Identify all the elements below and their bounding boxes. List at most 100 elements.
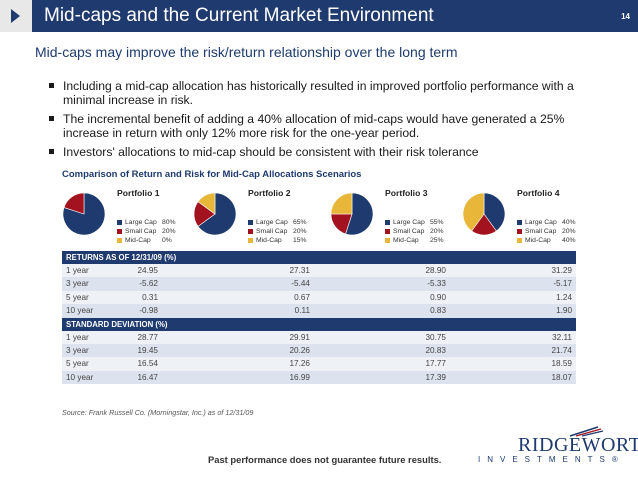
row-label: 10 year xyxy=(66,306,94,316)
legend-label: Small Cap xyxy=(256,228,288,235)
row-label: 10 year xyxy=(66,372,94,382)
pie-slice-mid-cap xyxy=(462,192,485,232)
pie-chart xyxy=(62,192,106,236)
pie-slice-large-cap xyxy=(197,192,237,236)
portfolio-3: Portfolio 3 Large Cap 55% Small Cap 20% Mi… xyxy=(330,188,460,248)
legend-label: Mid-Cap xyxy=(125,237,151,244)
portfolio-name: Portfolio 2 xyxy=(248,188,291,198)
legend: Large Cap 65% Small Cap 20% Mid-Cap 15% xyxy=(248,218,328,245)
legend-row: Mid-Cap 0% xyxy=(117,236,197,245)
legend: Large Cap 55% Small Cap 20% Mid-Cap 25% xyxy=(385,218,465,245)
page-title: Mid-caps and the Current Market Environm… xyxy=(44,5,434,26)
table-cell: 0.83 xyxy=(430,306,446,316)
legend-label: Small Cap xyxy=(393,228,425,235)
table-row: 5 year 0.31 0.67 0.90 1.24 xyxy=(62,290,576,305)
bullet-item: The incremental benefit of adding a 40% … xyxy=(49,112,609,141)
legend-row: Mid-Cap 40% xyxy=(517,236,597,245)
table-cell: 18.07 xyxy=(551,372,573,382)
legend-label: Mid-Cap xyxy=(525,237,551,244)
bullet-item: Including a mid-cap allocation has histo… xyxy=(49,79,609,108)
swatch xyxy=(517,238,522,243)
table-cell: 28.77 xyxy=(137,332,159,342)
legend-value: 40% xyxy=(562,219,576,226)
table-row: 10 year 16.47 16.99 17.39 18.07 xyxy=(62,370,576,385)
legend-row: Small Cap 20% xyxy=(517,227,597,236)
legend-value: 0% xyxy=(162,237,172,244)
legend-label: Large Cap xyxy=(125,219,157,226)
table-cell: 0.90 xyxy=(430,292,446,302)
logo-subtitle: INVESTMENTS® xyxy=(478,455,625,464)
legend-value: 20% xyxy=(430,228,444,235)
table-cell: 28.90 xyxy=(425,266,447,275)
table-cell: -5.33 xyxy=(427,279,446,289)
source-note: Source: Frank Russell Co. (Morningstar, … xyxy=(62,408,254,417)
swatch xyxy=(385,220,390,225)
legend-value: 20% xyxy=(162,228,176,235)
swatch xyxy=(248,220,253,225)
legend-value: 25% xyxy=(430,237,444,244)
swatch xyxy=(117,220,122,225)
table-cell: 16.54 xyxy=(137,359,159,369)
logo-name: RIDGEWORTH xyxy=(518,434,638,456)
table-cell: 21.74 xyxy=(551,345,573,355)
legend-label: Mid-Cap xyxy=(393,237,419,244)
row-label: 3 year xyxy=(66,345,89,355)
swatch xyxy=(385,238,390,243)
bullet-list: Including a mid-cap allocation has histo… xyxy=(49,79,609,163)
table-cell: 29.91 xyxy=(289,332,311,342)
legend-value: 15% xyxy=(293,237,307,244)
legend-label: Small Cap xyxy=(525,228,557,235)
table-cell: -5.17 xyxy=(553,279,572,289)
pie-slice-large-cap xyxy=(62,192,106,236)
portfolio-name: Portfolio 3 xyxy=(385,188,428,198)
ridgeworth-logo: RIDGEWORTH INVESTMENTS® xyxy=(478,424,638,468)
stdev-body: 1 year 28.77 29.91 30.75 32.11 3 year 19.45 20.… xyxy=(62,330,576,385)
legend-value: 65% xyxy=(293,219,307,226)
table-cell: 20.83 xyxy=(425,345,447,355)
table-cell: 0.31 xyxy=(142,292,158,302)
legend-row: Large Cap 40% xyxy=(517,218,597,227)
row-label: 1 year xyxy=(66,332,89,342)
stdev-header: STANDARD DEVIATION (%) xyxy=(62,317,576,331)
legend-label: Small Cap xyxy=(125,228,157,235)
swatch xyxy=(517,220,522,225)
legend-row: Small Cap 20% xyxy=(248,227,328,236)
table-cell: -5.44 xyxy=(291,279,310,289)
legend-row: Large Cap 55% xyxy=(385,218,465,227)
pie-slice-large-cap xyxy=(483,192,506,232)
legend-value: 40% xyxy=(562,237,576,244)
table-row: 10 year -0.98 0.11 0.83 1.90 xyxy=(62,304,576,318)
returns-body: 1 year 24.95 27.31 28.90 31.29 3 year -5.62 -5.… xyxy=(62,264,576,318)
play-arrow-icon xyxy=(11,9,20,23)
portfolio-name: Portfolio 1 xyxy=(117,188,160,198)
swatch xyxy=(117,229,122,234)
row-label: 5 year xyxy=(66,359,89,369)
table-cell: 17.26 xyxy=(289,359,311,369)
legend-label: Large Cap xyxy=(525,219,557,226)
pie-slice-mid-cap xyxy=(330,192,353,215)
chart-title: Comparison of Return and Risk for Mid-Ca… xyxy=(62,169,362,180)
table-cell: 31.29 xyxy=(551,266,573,275)
portfolio-1: Portfolio 1 Large Cap 80% Small Cap 20% Mi… xyxy=(62,188,192,248)
table-cell: 24.95 xyxy=(137,266,159,275)
portfolio-name: Portfolio 4 xyxy=(517,188,560,198)
portfolio-4: Portfolio 4 Large Cap 40% Small Cap 20% Mi… xyxy=(462,188,592,248)
table-cell: 27.31 xyxy=(289,266,311,275)
portfolio-2: Portfolio 2 Large Cap 65% Small Cap 20% Mi… xyxy=(193,188,323,248)
table-row: 1 year 28.77 29.91 30.75 32.11 xyxy=(62,330,576,344)
logo-mark-icon xyxy=(569,426,604,437)
subtitle: Mid-caps may improve the risk/return rel… xyxy=(35,44,458,60)
legend-value: 20% xyxy=(562,228,576,235)
row-label: 5 year xyxy=(66,292,89,302)
legend-row: Mid-Cap 15% xyxy=(248,236,328,245)
pie-chart xyxy=(462,192,506,236)
table-row: 3 year 19.45 20.26 20.83 21.74 xyxy=(62,343,576,358)
legend-label: Large Cap xyxy=(393,219,425,226)
data-table: RETURNS AS OF 12/31/09 (%) 1 year 24.95 27… xyxy=(62,251,576,385)
table-row: 5 year 16.54 17.26 17.77 18.59 xyxy=(62,357,576,371)
pie-slice-large-cap xyxy=(345,192,374,236)
legend-label: Large Cap xyxy=(256,219,288,226)
table-cell: 16.99 xyxy=(289,372,311,382)
bullet-item: Investors' allocations to mid-cap should… xyxy=(49,145,609,159)
table-cell: 18.59 xyxy=(551,359,573,369)
